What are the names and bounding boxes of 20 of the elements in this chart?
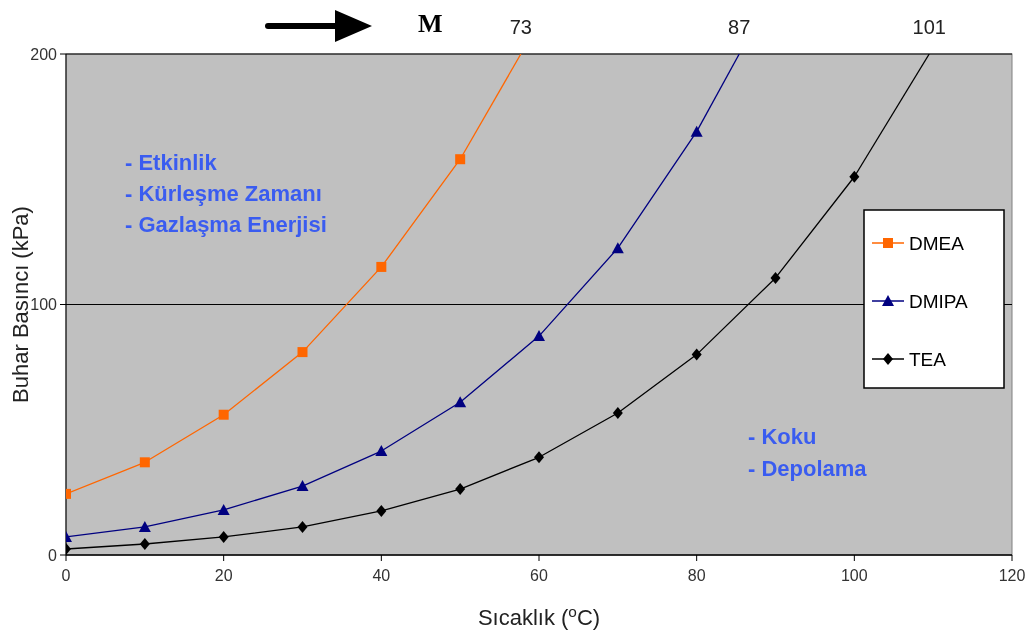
- annotation: 87: [728, 16, 751, 38]
- annotation: - Koku - Depolama: [748, 424, 868, 481]
- x-tick-label: 80: [687, 567, 706, 584]
- y-tick-label: 0: [48, 546, 58, 564]
- x-tick-label: 0: [61, 567, 71, 584]
- text: M: [418, 9, 443, 38]
- legend-label: DMIPA: [909, 290, 969, 312]
- annotation: - Etkinlik - Kürleşme Zamanı - Gazlaşma Enerjisi: [125, 150, 327, 237]
- y-tick-label: 100: [30, 296, 58, 314]
- x-tick-label: 20: [214, 567, 233, 584]
- y-tick-label: 200: [30, 45, 58, 63]
- annotation: 73: [509, 16, 532, 38]
- annotation: 101: [912, 16, 946, 38]
- x-axis-title: Sıcaklık ($^{o}$C): [477, 602, 601, 630]
- x-tick-label: 100: [840, 567, 868, 584]
- legend-label: DMEA: [909, 232, 965, 254]
- x-tick-label: 40: [372, 567, 391, 584]
- x-tick-label: 60: [530, 567, 548, 584]
- legend-label: TEA: [909, 348, 947, 370]
- x-tick-label: 120: [998, 567, 1026, 584]
